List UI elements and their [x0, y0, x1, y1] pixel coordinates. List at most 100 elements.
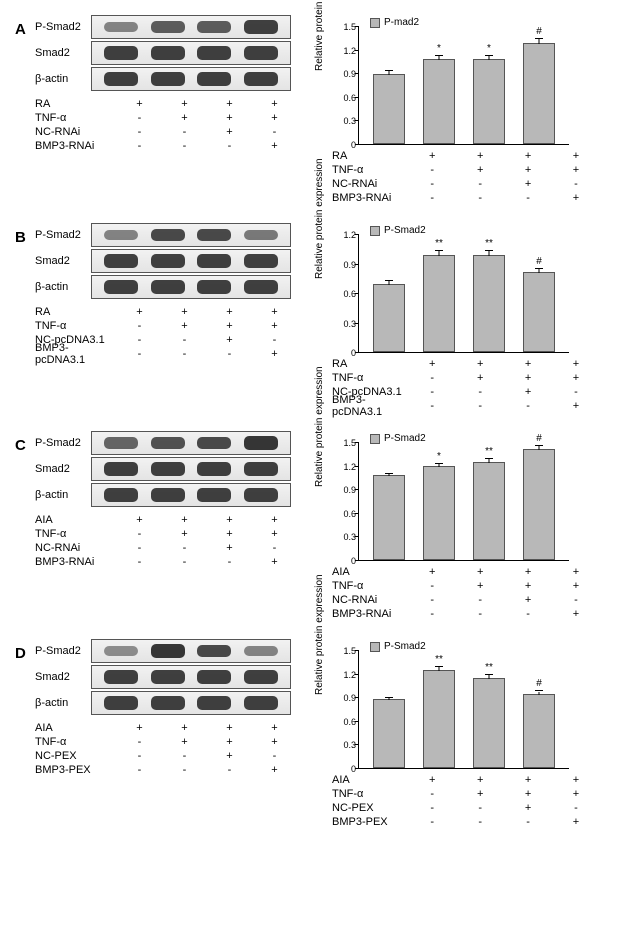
- blot-band: [104, 72, 138, 85]
- blot-band: [197, 437, 231, 450]
- panel-label: A: [15, 21, 35, 38]
- condition-value: +: [566, 358, 586, 370]
- condition-value: +: [566, 608, 586, 620]
- significance-marker: **: [485, 446, 493, 457]
- condition-value: +: [518, 150, 538, 162]
- panel-B: BP-Smad2Smad2β-actinRA++++TNF-α-+++NC-pc…: [15, 223, 609, 413]
- chart-bar: [373, 284, 405, 352]
- blot-band: [197, 645, 231, 658]
- condition-value: -: [422, 178, 442, 190]
- condition-value: +: [265, 556, 285, 568]
- condition-label: TNF-α: [332, 164, 408, 176]
- blot-image: [91, 15, 291, 39]
- y-tick: 0.6: [342, 289, 356, 299]
- blot-label: P-Smad2: [35, 21, 91, 33]
- condition-value: -: [175, 334, 195, 346]
- condition-value: +: [566, 150, 586, 162]
- condition-table: AIA++++TNF-α-+++NC-RNAi--+-BMP3-RNAi---+: [332, 565, 600, 621]
- y-axis-label: Relative protein expression: [314, 0, 325, 71]
- condition-value: -: [220, 348, 240, 360]
- condition-value: +: [470, 358, 490, 370]
- y-tick: 1.5: [342, 438, 356, 448]
- y-tick: 0.9: [342, 693, 356, 703]
- y-tick: 0: [342, 140, 356, 150]
- chart-bar: [373, 699, 405, 768]
- condition-value: +: [518, 178, 538, 190]
- condition-label: BMP3-PEX: [35, 764, 117, 776]
- blot-image: [91, 275, 291, 299]
- blot-band: [197, 696, 231, 709]
- condition-label: TNF-α: [332, 788, 408, 800]
- blot-band: [244, 462, 278, 475]
- blot-image: [91, 483, 291, 507]
- condition-table: RA++++TNF-α-+++NC-RNAi--+-BMP3-RNAi---+: [332, 149, 600, 205]
- blot-band: [244, 436, 278, 450]
- blot-label: Smad2: [35, 255, 91, 267]
- condition-value: +: [470, 566, 490, 578]
- significance-marker: #: [536, 26, 542, 37]
- significance-marker: **: [485, 238, 493, 249]
- condition-value: -: [470, 178, 490, 190]
- condition-value: -: [518, 192, 538, 204]
- condition-value: -: [265, 334, 285, 346]
- blot-band: [104, 46, 138, 59]
- blot-band: [151, 670, 185, 683]
- condition-value: -: [175, 140, 195, 152]
- condition-value: +: [220, 126, 240, 138]
- condition-value: -: [470, 594, 490, 606]
- condition-value: -: [518, 816, 538, 828]
- condition-label: TNF-α: [35, 736, 117, 748]
- condition-value: +: [518, 566, 538, 578]
- blot-band: [244, 72, 278, 85]
- blot-image: [91, 691, 291, 715]
- y-tick: 0.3: [342, 319, 356, 329]
- condition-value: +: [566, 816, 586, 828]
- blot-image: [91, 249, 291, 273]
- condition-value: -: [470, 608, 490, 620]
- condition-value: +: [265, 722, 285, 734]
- condition-value: -: [566, 178, 586, 190]
- condition-value: +: [422, 774, 442, 786]
- significance-marker: *: [437, 43, 441, 54]
- condition-value: -: [175, 764, 195, 776]
- blot-band: [197, 229, 231, 242]
- condition-value: +: [220, 736, 240, 748]
- condition-label: AIA: [332, 566, 408, 578]
- y-tick: 0.3: [342, 532, 356, 542]
- chart-bar: *: [473, 59, 505, 144]
- condition-value: -: [470, 192, 490, 204]
- chart-bar: #: [523, 43, 555, 144]
- condition-value: +: [130, 306, 150, 318]
- condition-value: -: [175, 542, 195, 554]
- condition-value: +: [566, 788, 586, 800]
- condition-value: +: [265, 306, 285, 318]
- panel-label: D: [15, 645, 35, 662]
- y-tick: 0.6: [342, 93, 356, 103]
- condition-value: -: [422, 816, 442, 828]
- condition-value: +: [265, 140, 285, 152]
- y-tick: 1.5: [342, 646, 356, 656]
- blot-label: Smad2: [35, 47, 91, 59]
- blot-band: [151, 229, 185, 242]
- condition-table: AIA++++TNF-α-+++NC-PEX--+-BMP3-PEX---+: [35, 721, 305, 777]
- condition-value: +: [566, 774, 586, 786]
- condition-value: +: [470, 788, 490, 800]
- condition-label: BMP3-RNAi: [35, 140, 117, 152]
- chart-bar: [373, 475, 405, 560]
- blot-band: [244, 670, 278, 683]
- condition-value: +: [175, 528, 195, 540]
- chart-bar: #: [523, 272, 555, 352]
- condition-value: +: [220, 112, 240, 124]
- condition-value: -: [422, 608, 442, 620]
- condition-value: -: [130, 334, 150, 346]
- condition-label: NC-RNAi: [35, 126, 117, 138]
- condition-value: -: [422, 400, 442, 412]
- significance-marker: #: [536, 256, 542, 267]
- condition-label: NC-RNAi: [35, 542, 117, 554]
- chart-bar: **: [423, 255, 455, 352]
- chart-bar: *: [423, 466, 455, 560]
- condition-value: +: [130, 98, 150, 110]
- blot-band: [151, 280, 185, 293]
- y-tick: 1.2: [342, 46, 356, 56]
- blot-label: β-actin: [35, 489, 91, 501]
